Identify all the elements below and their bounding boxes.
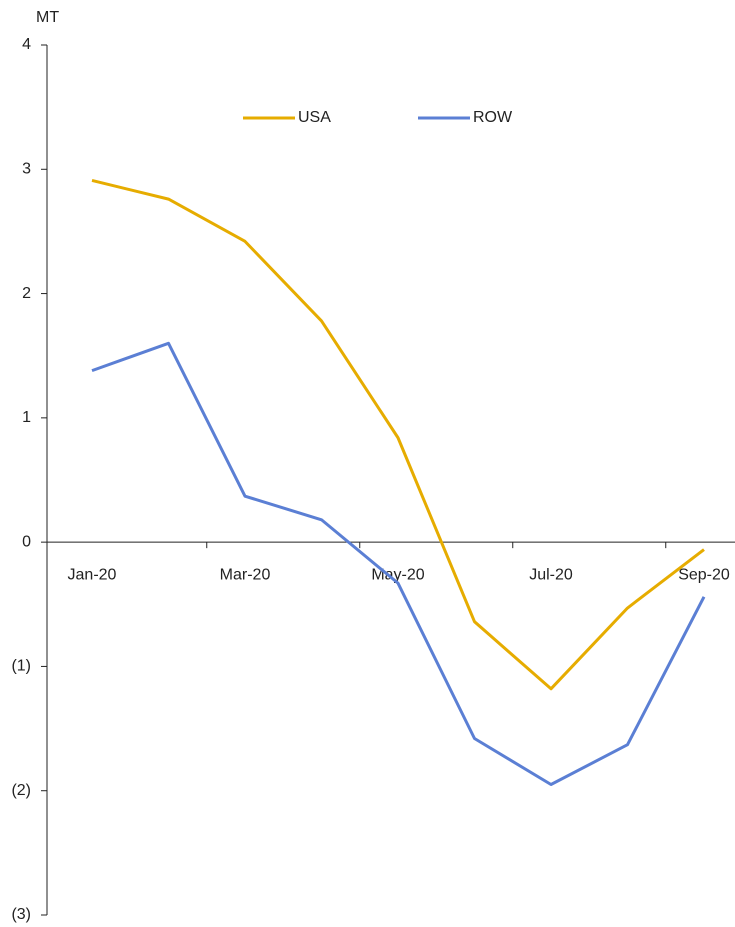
x-tick-label: Mar-20	[220, 566, 271, 583]
x-tick-label: Sep-20	[678, 566, 730, 583]
y-tick-label: (1)	[11, 658, 31, 675]
y-tick-label: 4	[22, 36, 31, 53]
legend-label: ROW	[473, 109, 513, 126]
y-tick-label: 3	[22, 161, 31, 178]
y-tick-label: 2	[22, 285, 31, 302]
y-axis-label: MT	[36, 9, 59, 26]
y-tick-label: 0	[22, 533, 31, 550]
y-tick-label: (2)	[11, 782, 31, 799]
line-series	[91, 179, 705, 691]
y-tick-label: 1	[22, 409, 31, 426]
line-series	[91, 341, 706, 786]
x-tick-label: Jul-20	[529, 566, 573, 583]
x-tick-label: Jan-20	[68, 566, 117, 583]
legend-label: USA	[298, 109, 331, 126]
y-tick-label: (3)	[11, 906, 31, 923]
